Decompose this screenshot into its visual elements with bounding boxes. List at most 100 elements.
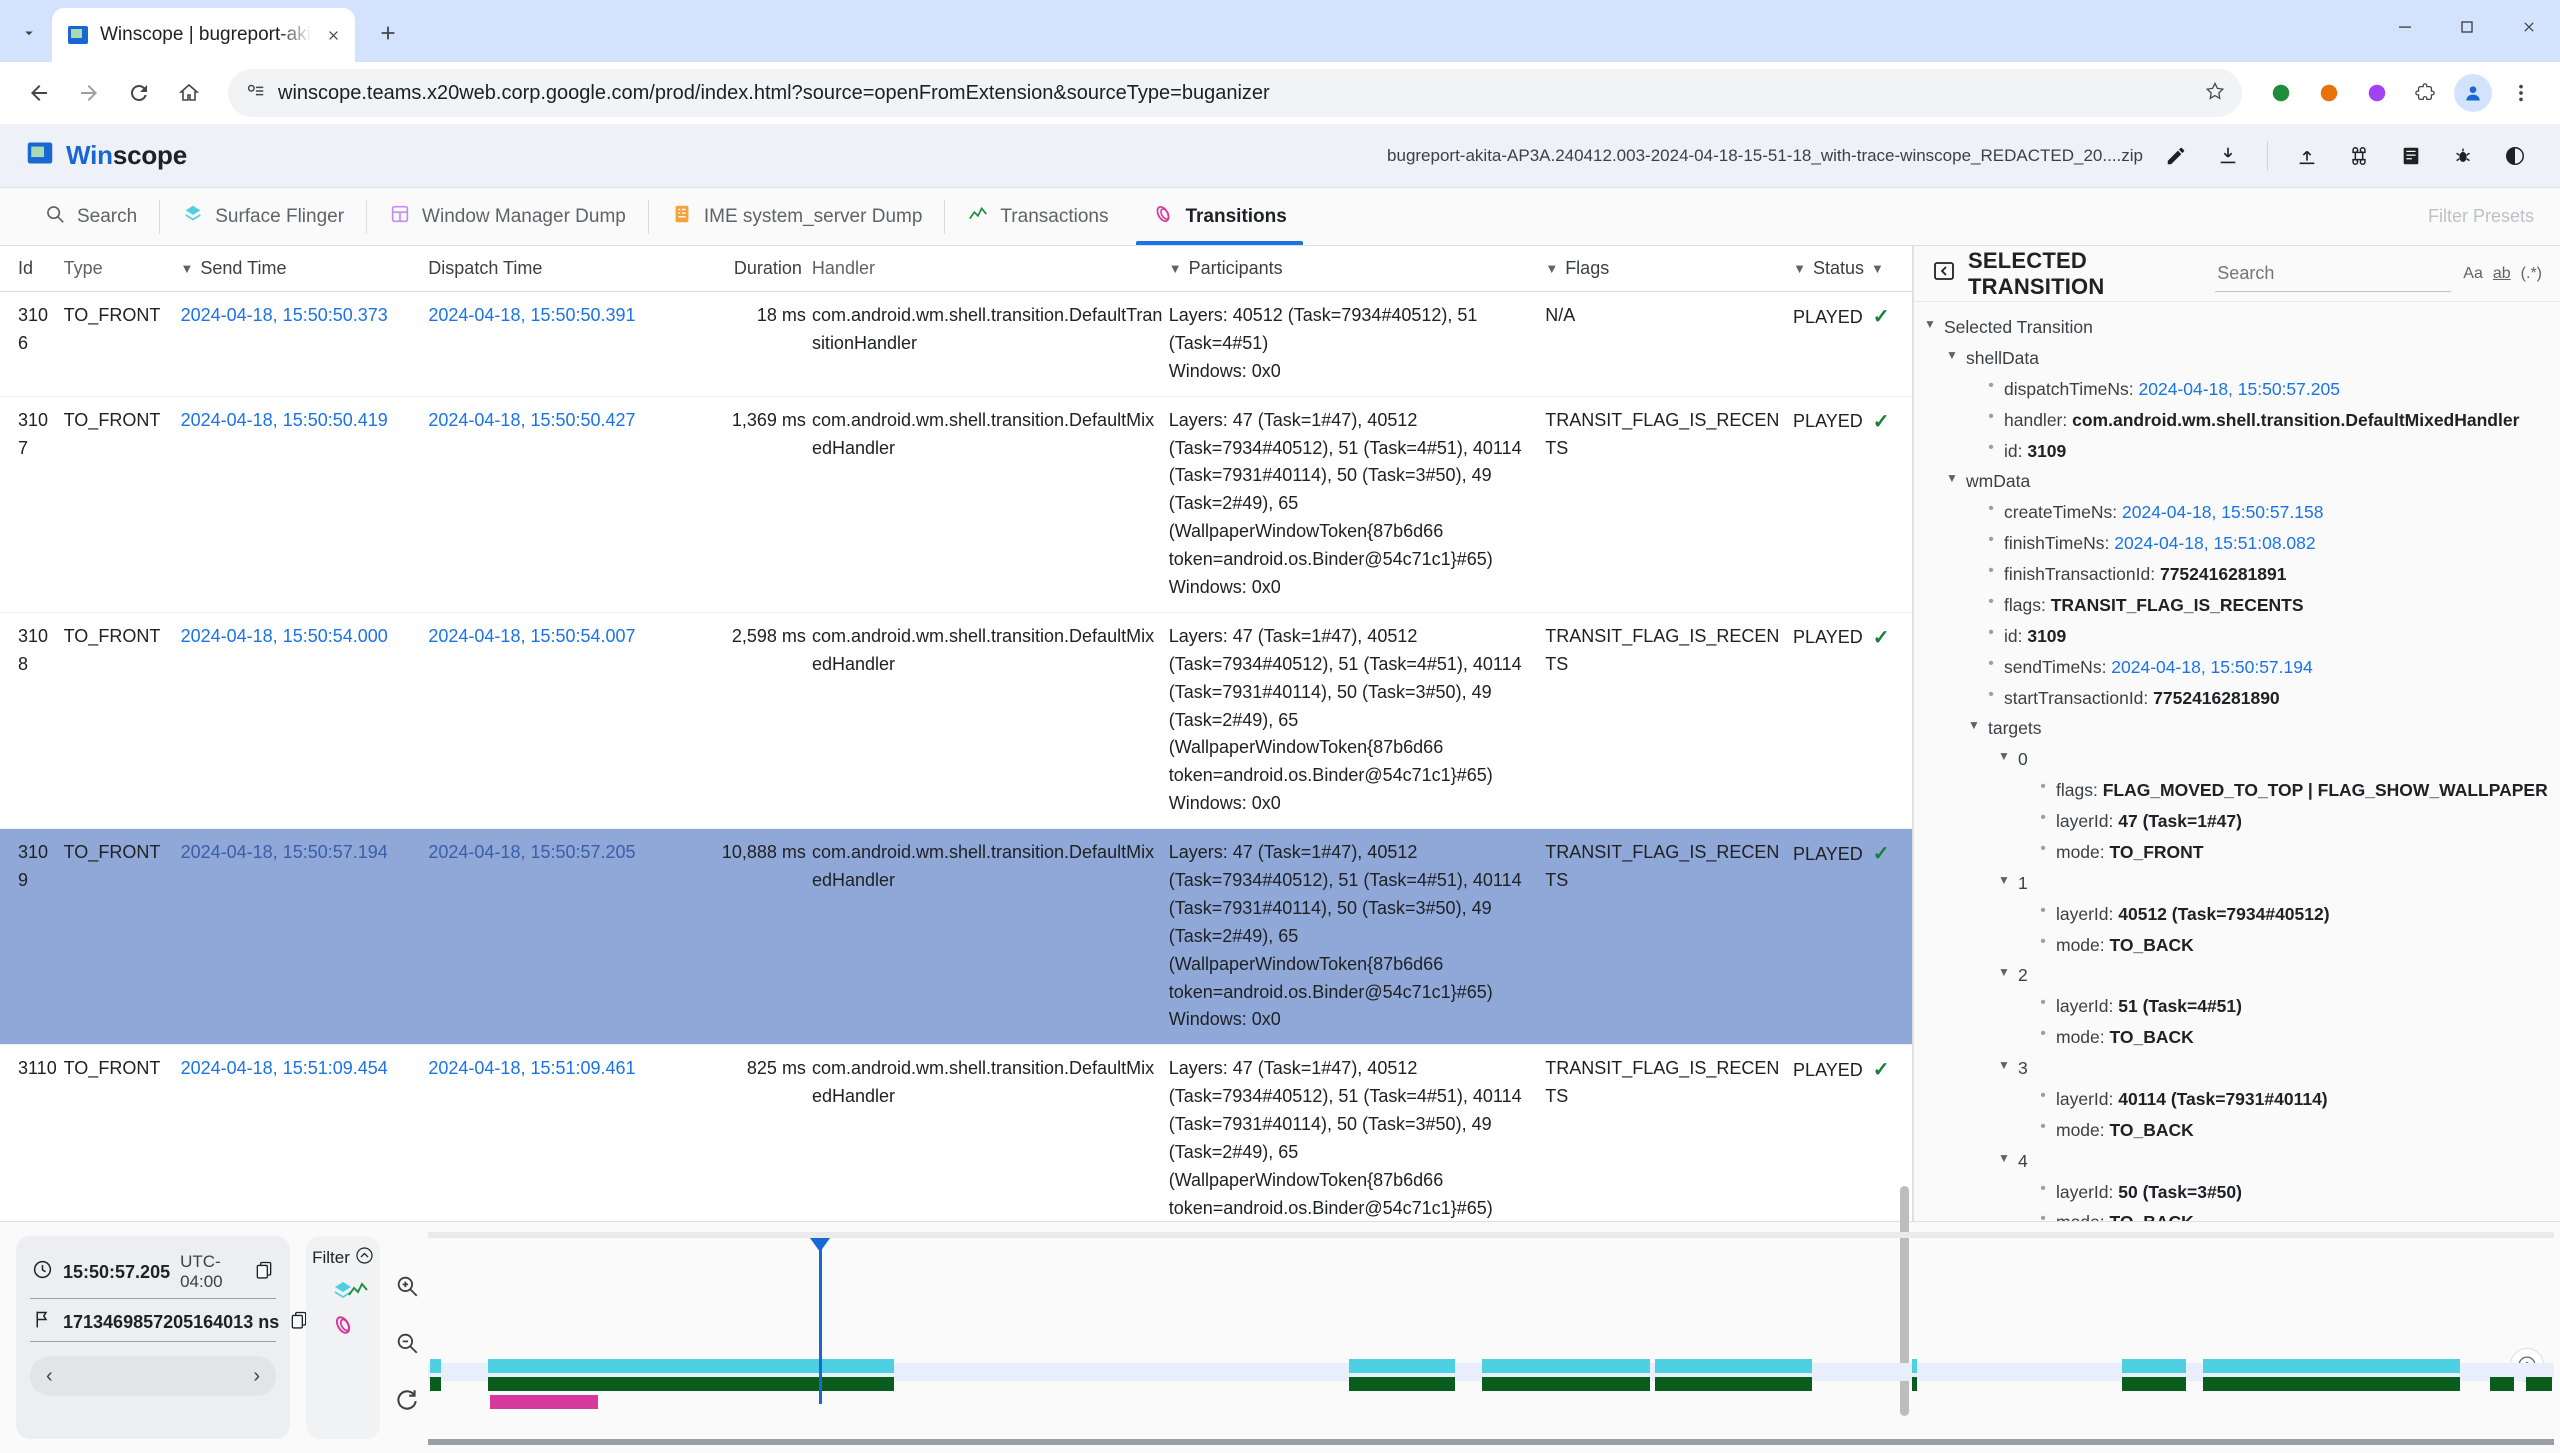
column-header-type[interactable]: Type xyxy=(64,258,181,279)
column-header-flags[interactable]: ▼Flags xyxy=(1545,258,1793,279)
tree-node-target-1[interactable]: ▼1 xyxy=(1920,868,2560,899)
tree-entry-finishTransactionId[interactable]: •finishTransactionId: 7752416281891 xyxy=(1920,559,2560,590)
search-input[interactable] xyxy=(2215,262,2451,285)
cell-send-time[interactable]: 2024-04-18, 15:51:09.454 xyxy=(181,1055,429,1083)
tree-entry-startTransactionId[interactable]: •startTransactionId: 7752416281890 xyxy=(1920,683,2560,714)
chevron-down-icon[interactable]: ▼ xyxy=(1924,313,1938,336)
column-header-participants[interactable]: ▼Participants xyxy=(1169,258,1546,279)
tree-node-shellData[interactable]: ▼shellData xyxy=(1920,343,2560,374)
cell-dispatch-time[interactable]: 2024-04-18, 15:50:50.427 xyxy=(428,407,691,435)
tree-entry-2-mode[interactable]: •mode: TO_BACK xyxy=(1920,1022,2560,1053)
cell-dispatch-time[interactable]: 2024-04-18, 15:50:50.391 xyxy=(428,302,691,330)
timeline-segment[interactable] xyxy=(1912,1377,1917,1391)
edit-pencil-icon[interactable] xyxy=(2157,137,2195,175)
timeline-position-marker[interactable] xyxy=(819,1238,822,1404)
column-header-dispatch-time[interactable]: Dispatch Time xyxy=(428,258,691,279)
documentation-icon[interactable] xyxy=(2392,137,2430,175)
transitions-icon[interactable] xyxy=(331,1313,355,1342)
timeline-canvas[interactable] xyxy=(428,1232,2554,1453)
tree-entry-0-layerId[interactable]: •layerId: 47 (Task=1#47) xyxy=(1920,806,2560,837)
column-header-duration[interactable]: Duration xyxy=(691,258,812,279)
surface-flinger-track[interactable] xyxy=(428,1359,2554,1373)
timeline-segment[interactable] xyxy=(1482,1359,1650,1373)
tree-node-target-4[interactable]: ▼4 xyxy=(1920,1146,2560,1177)
regex-option[interactable]: (.*) xyxy=(2521,265,2542,283)
timeline-segment[interactable] xyxy=(488,1377,894,1391)
cell-send-time[interactable]: 2024-04-18, 15:50:57.194 xyxy=(181,839,429,867)
collapse-panel-icon[interactable] xyxy=(1932,259,1956,288)
tree-node-wmData[interactable]: ▼wmData xyxy=(1920,466,2560,497)
tab-window-manager-dump[interactable]: Window Manager Dump xyxy=(367,188,648,245)
tree-node-target-2[interactable]: ▼2 xyxy=(1920,960,2560,991)
cell-dispatch-time[interactable]: 2024-04-18, 15:50:57.205 xyxy=(428,839,691,867)
tree-entry-createTimeNs[interactable]: •createTimeNs: 2024-04-18, 15:50:57.158 xyxy=(1920,497,2560,528)
extension-orange-icon[interactable] xyxy=(2306,70,2352,116)
chart-line-icon[interactable] xyxy=(346,1278,370,1307)
chevron-down-icon[interactable]: ▼ xyxy=(1968,714,1982,737)
close-icon[interactable] xyxy=(321,22,347,48)
timeline-segment[interactable] xyxy=(490,1395,598,1409)
new-tab-button[interactable] xyxy=(365,10,411,56)
extensions-icon[interactable] xyxy=(2402,70,2448,116)
column-header-handler[interactable]: Handler xyxy=(812,258,1169,279)
timeline-segment[interactable] xyxy=(1349,1377,1455,1391)
cell-send-time[interactable]: 2024-04-18, 15:50:50.419 xyxy=(181,407,429,435)
timeline-segment[interactable] xyxy=(1912,1359,1917,1373)
timeline-segment[interactable] xyxy=(2122,1359,2186,1373)
tree-entry-1-mode[interactable]: •mode: TO_BACK xyxy=(1920,930,2560,961)
cell-dispatch-time[interactable]: 2024-04-18, 15:50:54.007 xyxy=(428,623,691,651)
browser-menu-icon[interactable] xyxy=(2498,70,2544,116)
filter-label-row[interactable]: Filter xyxy=(312,1246,374,1270)
timeline-segment[interactable] xyxy=(1482,1377,1650,1391)
column-header-send-time[interactable]: ▼Send Time xyxy=(181,258,429,279)
timeline-segment[interactable] xyxy=(2526,1377,2552,1391)
tab-search[interactable]: Search xyxy=(22,188,159,245)
tree-entry-4-layerId[interactable]: •layerId: 50 (Task=3#50) xyxy=(1920,1177,2560,1208)
back-arrow-icon[interactable] xyxy=(16,70,62,116)
extension-puzzle-green-icon[interactable] xyxy=(2258,70,2304,116)
tree-node-targets[interactable]: ▼targets xyxy=(1920,713,2560,744)
tree-entry-sendTimeNs[interactable]: •sendTimeNs: 2024-04-18, 15:50:57.194 xyxy=(1920,652,2560,683)
chevron-down-icon[interactable]: ▼ xyxy=(1946,344,1960,367)
timeline-segment[interactable] xyxy=(2122,1377,2186,1391)
chevron-down-icon[interactable]: ▼ xyxy=(1998,961,2012,984)
tree-entry-3-mode[interactable]: •mode: TO_BACK xyxy=(1920,1115,2560,1146)
transactions-track[interactable] xyxy=(428,1377,2554,1391)
maximize-icon[interactable] xyxy=(2436,0,2498,54)
tree-entry-0-mode[interactable]: •mode: TO_FRONT xyxy=(1920,837,2560,868)
tree-entry-1-layerId[interactable]: •layerId: 40512 (Task=7934#40512) xyxy=(1920,899,2560,930)
chevron-down-icon[interactable]: ▼ xyxy=(1998,745,2012,768)
chevron-down-icon[interactable]: ▼ xyxy=(1946,467,1960,490)
zoom-out-icon[interactable] xyxy=(394,1330,420,1361)
search-field-wrapper[interactable] xyxy=(2215,256,2451,292)
chevron-down-icon[interactable]: ▼ xyxy=(1998,1147,2012,1170)
upload-icon[interactable] xyxy=(2288,137,2326,175)
tab-transitions[interactable]: Transitions xyxy=(1130,188,1308,245)
chevron-down-icon[interactable]: ▼ xyxy=(1998,869,2012,892)
tree-entry-flags[interactable]: •flags: TRANSIT_FLAG_IS_RECENTS xyxy=(1920,590,2560,621)
tree-entry-handler[interactable]: •handler: com.android.wm.shell.transitio… xyxy=(1920,405,2560,436)
site-settings-icon[interactable] xyxy=(244,80,266,107)
tree-node-target-3[interactable]: ▼3 xyxy=(1920,1053,2560,1084)
timeline-scrollbar[interactable] xyxy=(428,1439,2554,1445)
tree-entry-id[interactable]: •id: 3109 xyxy=(1920,621,2560,652)
tree-entry-3-layerId[interactable]: •layerId: 40114 (Task=7931#40114) xyxy=(1920,1084,2560,1115)
cell-dispatch-time[interactable]: 2024-04-18, 15:51:09.461 xyxy=(428,1055,691,1083)
tab-ime-system-server-dump[interactable]: IME system_server Dump xyxy=(649,188,945,245)
tab-transactions[interactable]: Transactions xyxy=(945,188,1130,245)
tree-entry-0-flags[interactable]: •flags: FLAG_MOVED_TO_TOP | FLAG_SHOW_WA… xyxy=(1920,775,2560,806)
bookmark-star-icon[interactable] xyxy=(2204,80,2226,107)
timeline-segment[interactable] xyxy=(2203,1359,2460,1373)
reload-icon[interactable] xyxy=(116,70,162,116)
browser-tab[interactable]: Winscope | bugreport-aki xyxy=(52,8,355,62)
cell-send-time[interactable]: 2024-04-18, 15:50:50.373 xyxy=(181,302,429,330)
timeline-segment[interactable] xyxy=(2203,1377,2460,1391)
timeline-segment[interactable] xyxy=(430,1377,441,1391)
timeline-segment[interactable] xyxy=(488,1359,894,1373)
address-bar[interactable]: winscope.teams.x20web.corp.google.com/pr… xyxy=(228,69,2242,117)
